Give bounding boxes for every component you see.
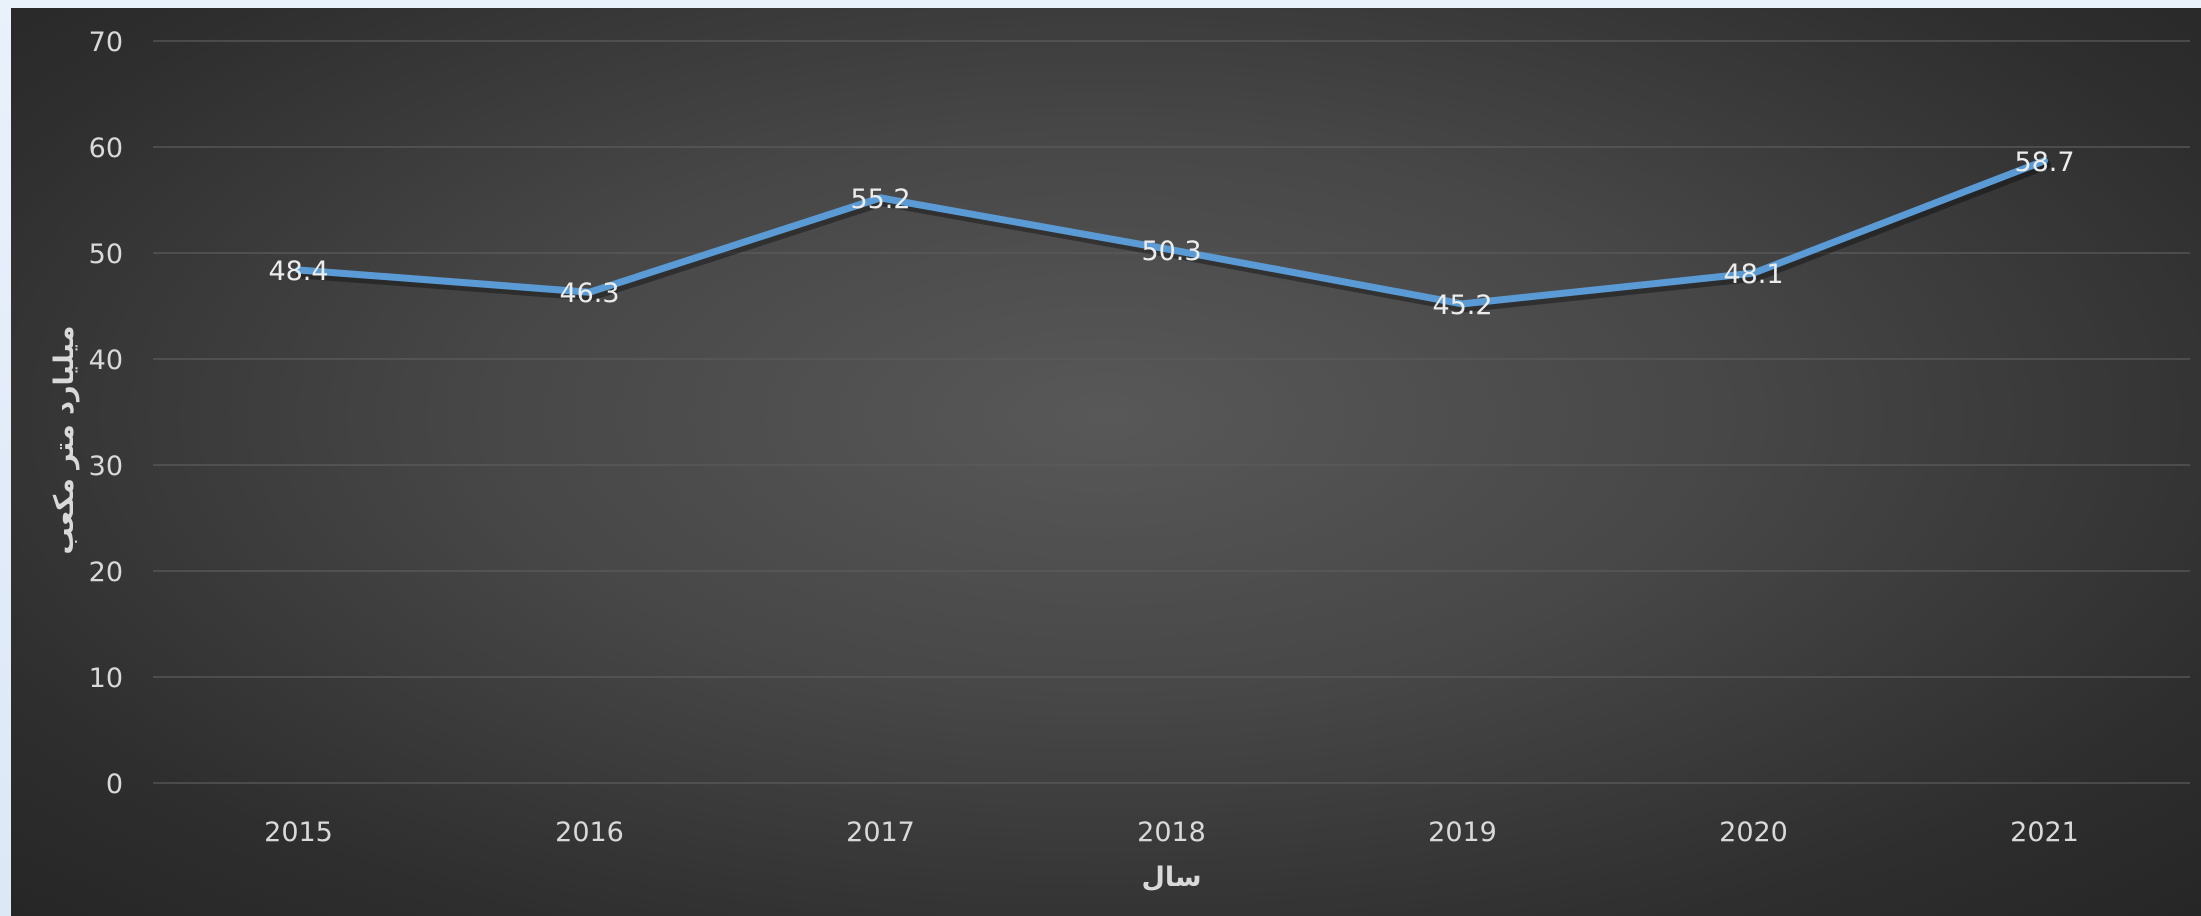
- y-tick-label: 10: [89, 663, 123, 694]
- data-label: 48.1: [1723, 259, 1783, 290]
- chart-area: 0 10 20 30 40 50 60 70 2015 2016 2017 2018 2019 2020…: [11, 8, 2201, 916]
- data-point: [295, 266, 302, 273]
- data-point: [2041, 157, 2048, 164]
- data-point: [1750, 270, 1757, 277]
- series-lines: [295, 157, 2051, 313]
- x-tick-label: 2019: [1428, 817, 1497, 848]
- data-label: 58.7: [2014, 147, 2074, 178]
- x-tick-label: 2018: [1137, 817, 1206, 848]
- data-label: 50.3: [1141, 236, 1201, 267]
- y-tick-label: 70: [89, 27, 123, 58]
- data-point: [586, 289, 593, 296]
- x-tick-label: 2015: [264, 817, 333, 848]
- y-tick-label: 60: [89, 133, 123, 164]
- x-tick-label: 2016: [555, 817, 624, 848]
- x-tick-label: 2020: [1719, 817, 1788, 848]
- x-tick-label: 2021: [2010, 817, 2079, 848]
- data-label: 48.4: [268, 256, 328, 287]
- y-axis-title: میلیارد متر مکعب: [49, 326, 80, 555]
- gridlines: [153, 40, 2190, 784]
- data-point: [877, 194, 884, 201]
- data-label: 46.3: [559, 278, 619, 309]
- data-point: [1168, 246, 1175, 253]
- y-axis-ticks: 0 10 20 30 40 50 60 70: [89, 27, 123, 800]
- data-labels: 48.4 46.3 55.2 50.3 45.2 48.1 58.7: [268, 147, 2074, 321]
- x-axis-ticks: 2015 2016 2017 2018 2019 2020 2021: [264, 817, 2079, 848]
- x-tick-label: 2017: [846, 817, 915, 848]
- y-tick-label: 0: [106, 769, 123, 800]
- data-label: 55.2: [850, 184, 910, 215]
- data-point: [1459, 300, 1466, 307]
- y-tick-label: 40: [89, 345, 123, 376]
- y-tick-label: 50: [89, 239, 123, 270]
- line-chart: 0 10 20 30 40 50 60 70 2015 2016 2017 2018 2019 2020…: [49, 27, 2190, 893]
- y-tick-label: 30: [89, 451, 123, 482]
- series-line-shadow: [296, 160, 2051, 313]
- x-axis-title: سال: [1141, 862, 1201, 893]
- data-label: 45.2: [1432, 290, 1492, 321]
- y-tick-label: 20: [89, 557, 123, 588]
